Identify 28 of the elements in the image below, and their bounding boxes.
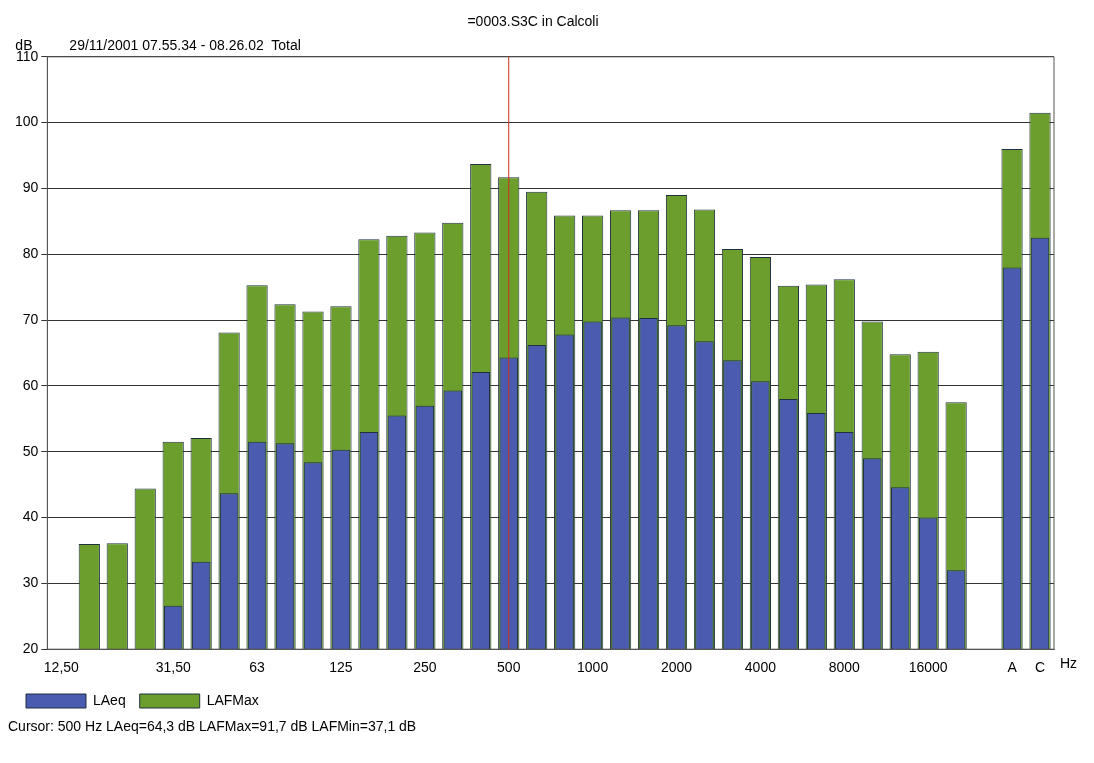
x-tick-label: 500 [497,659,521,676]
legend-label: LAeq [93,691,126,708]
x-tick-label: 250 [413,659,437,676]
x-tick-label: 1000 [577,659,609,676]
text: Cursor: 500 Hz LAeq=64,3 dB LAFMax=91,7 dB LAFMin=37,1 dB [8,718,418,734]
y-tick-label: 50 [22,442,39,459]
x-tick-label: 8000 [828,659,861,676]
x-tick-label: 12,50 [43,659,80,676]
y-tick-label: 30 [22,574,39,591]
x-tick-label: 125 [329,659,353,676]
y-tick-label: 70 [22,310,39,327]
x-tick-label: A [1007,659,1018,676]
y-tick-label: 90 [22,179,39,196]
chart-title: =0003.S3C in Calcoli [467,13,599,30]
chart-subtitle: 29/11/2001 07.55.34 - 08.26.02 Total [69,36,301,53]
x-tick-label: 63 [249,659,266,676]
x-tick-label: C [1034,659,1046,676]
y-tick-label: 40 [22,508,39,525]
x-tick-label: 31,50 [155,659,191,676]
y-tick-label: 60 [22,376,39,393]
x-tick-label: 2000 [660,659,693,676]
x-tick-label: 16000 [908,659,948,676]
x-axis-title: Hz [1060,655,1078,672]
legend-label: LAFMax [206,691,259,708]
y-tick-label: 100 [15,113,39,130]
x-tick-label: 4000 [744,659,777,676]
y-tick-label: 20 [22,640,39,657]
y-tick-label: 80 [22,245,39,262]
